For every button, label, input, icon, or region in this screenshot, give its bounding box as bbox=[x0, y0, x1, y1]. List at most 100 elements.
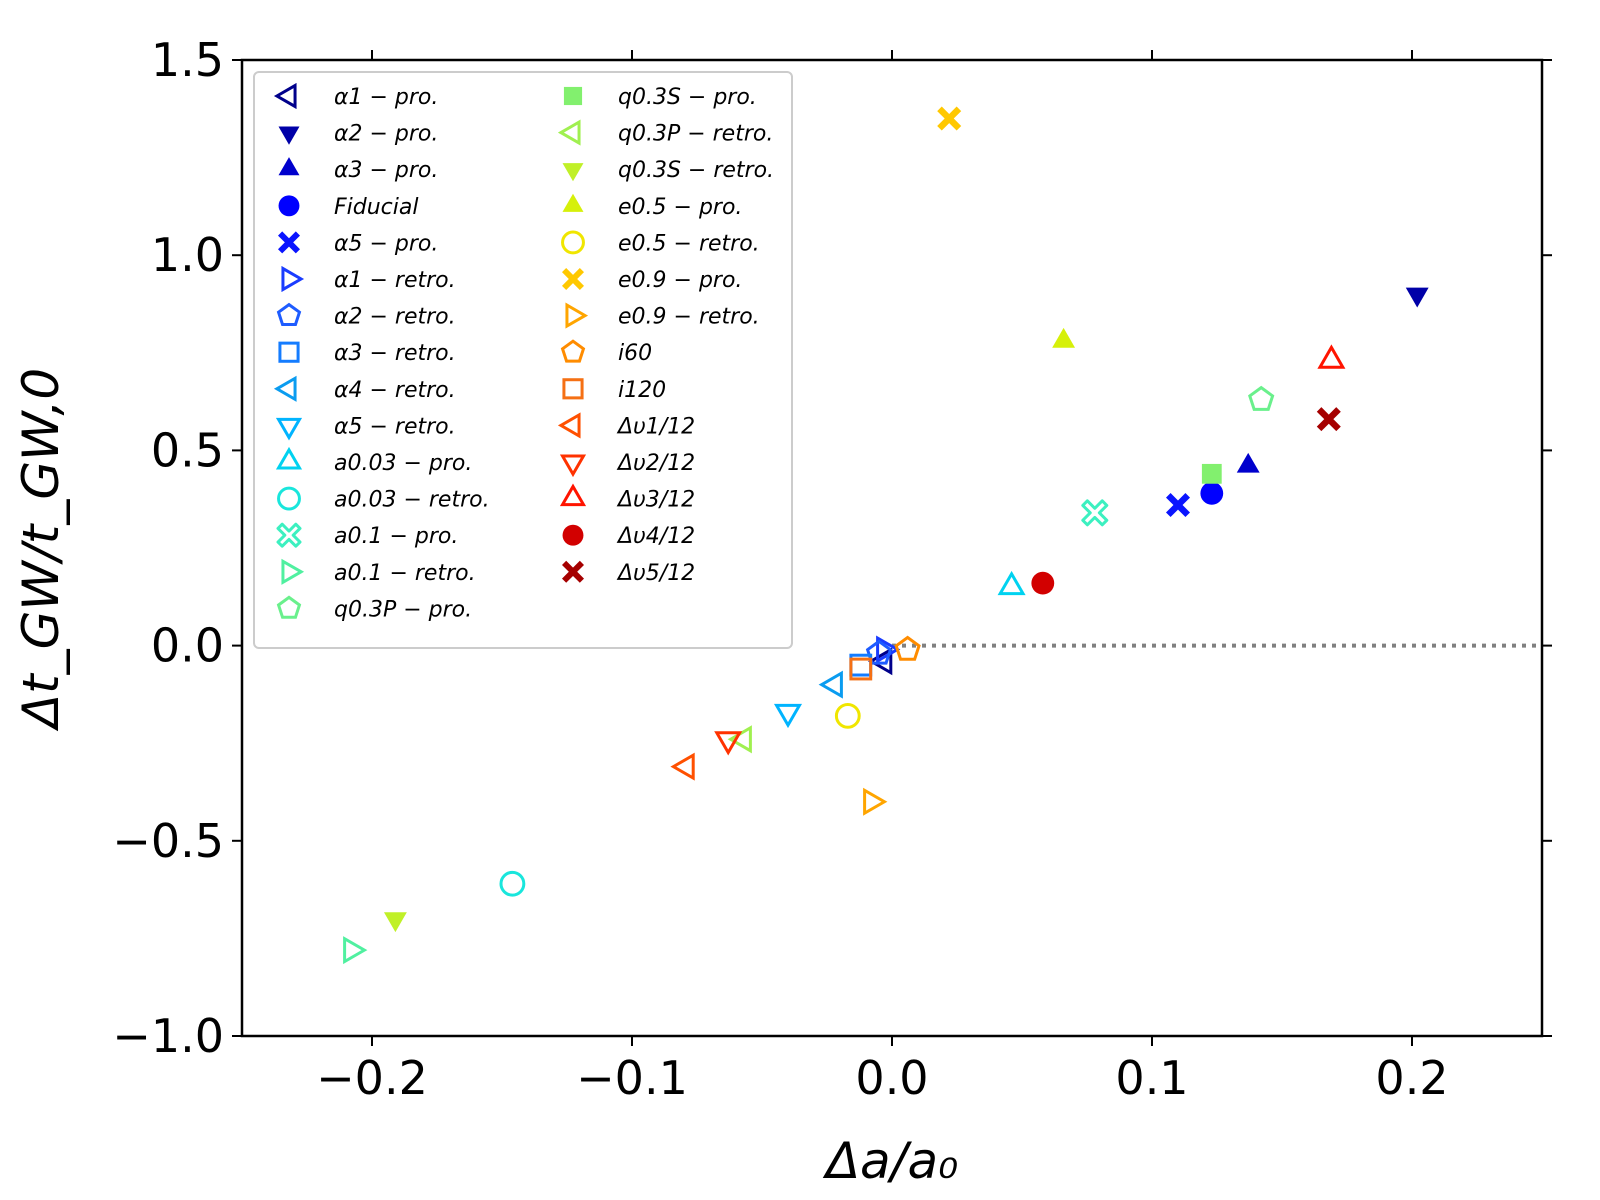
ticks-layer: −0.2 −0.1 0.0 0.1 0.2 −1.0 −0.5 0.0 0.5 1.0 1.5 bbox=[112, 33, 1552, 1105]
legend-label-q0-3s-pro: q0.3S − pro. bbox=[618, 85, 757, 110]
data-point-q0-3s-pro bbox=[1201, 463, 1222, 484]
y-axis-title: Δt_GW/t_GW,0 bbox=[12, 368, 70, 732]
legend-label-i60: i60 bbox=[618, 341, 652, 366]
x-tick-label: −0.2 bbox=[316, 1051, 428, 1105]
legend-label-3-pro: α3 − pro. bbox=[334, 158, 438, 183]
x-tick-label: 0.1 bbox=[1115, 1051, 1188, 1105]
legend-marker-3-12 bbox=[559, 483, 587, 507]
data-point-4-12 bbox=[1031, 571, 1055, 595]
legend-marker-e0-9-pro bbox=[562, 268, 584, 290]
legend-label-5-12: Δυ5/12 bbox=[616, 561, 695, 586]
legend-label-1-12: Δυ1/12 bbox=[616, 414, 695, 439]
legend-marker-q0-3s-pro bbox=[563, 86, 583, 106]
data-point-1-12 bbox=[670, 752, 695, 781]
data-point-e0-5-retro bbox=[834, 702, 861, 729]
y-tick-label: 1.5 bbox=[151, 33, 224, 87]
legend-marker-1-12 bbox=[557, 412, 581, 439]
data-point-1-pro bbox=[867, 647, 893, 676]
legend-marker-a0-1-retro bbox=[281, 558, 305, 585]
legend-marker-e0-9-retro bbox=[565, 302, 589, 329]
legend-label-2-12: Δυ2/12 bbox=[616, 451, 695, 476]
data-point-5-pro bbox=[1166, 493, 1190, 518]
legend-label-2-retro: α2 − retro. bbox=[334, 305, 456, 330]
legend-label-q0-3p-pro: q0.3P − pro. bbox=[334, 597, 472, 622]
legend-marker-fiducial bbox=[278, 195, 300, 217]
legend-marker-4-retro bbox=[273, 375, 297, 402]
legend-marker-1-pro bbox=[273, 82, 297, 110]
legend-marker-q0-3p-retro bbox=[557, 119, 581, 146]
legend-label-3-12: Δυ3/12 bbox=[616, 488, 695, 513]
x-tick-label: −0.1 bbox=[576, 1051, 688, 1105]
legend-marker-q0-3p-pro bbox=[276, 595, 302, 619]
legend-label-a0-03-pro: a0.03 − pro. bbox=[334, 451, 472, 476]
data-point-a0-1-retro bbox=[343, 936, 368, 965]
data-point-a0-03-retro bbox=[499, 870, 526, 897]
legend-marker-2-retro bbox=[276, 302, 302, 327]
legend-label-e0-9-retro: e0.9 − retro. bbox=[618, 305, 760, 330]
data-point-i120 bbox=[849, 657, 873, 681]
legend-marker-e0-5-pro bbox=[562, 193, 584, 212]
data-point-q0-3s-retro bbox=[383, 912, 407, 933]
legend-label-a0-1-retro: a0.1 − retro. bbox=[334, 561, 476, 586]
data-point-e0-5-pro bbox=[1052, 327, 1076, 348]
legend-marker-1-retro bbox=[281, 265, 305, 293]
legend-label-5-retro: α5 − retro. bbox=[334, 414, 456, 439]
x-tick-label: 0.2 bbox=[1375, 1051, 1448, 1105]
data-point-q0-3p-pro bbox=[1248, 385, 1275, 411]
legend-label-1-pro: α1 − pro. bbox=[334, 85, 438, 110]
legend-marker-5-pro bbox=[278, 231, 300, 254]
legend-label-a0-03-retro: a0.03 − retro. bbox=[334, 488, 490, 513]
data-point-2-12 bbox=[714, 731, 743, 756]
data-point-2-pro bbox=[1405, 287, 1429, 308]
plot-frame bbox=[240, 58, 1544, 1038]
legend-label-e0-9-pro: e0.9 − pro. bbox=[618, 268, 742, 293]
legend-label-e0-5-pro: e0.5 − pro. bbox=[618, 195, 742, 220]
data-point-e0-9-retro bbox=[863, 787, 888, 816]
x-axis-title: Δa/a₀ bbox=[822, 1132, 958, 1190]
legend-marker-2-pro bbox=[278, 126, 300, 145]
legend-label-3-retro: α3 − retro. bbox=[334, 341, 456, 366]
data-point-3-pro bbox=[1236, 452, 1260, 473]
legend-marker-a0-03-retro bbox=[277, 486, 301, 511]
data-point-fiducial bbox=[1200, 481, 1224, 505]
legend-marker-4-12 bbox=[562, 524, 584, 546]
x-tick-label: 0.0 bbox=[855, 1051, 928, 1105]
legend-marker-5-12 bbox=[562, 560, 584, 583]
data-point-5-12 bbox=[1316, 407, 1341, 432]
legend-marker-3-pro bbox=[278, 157, 300, 176]
data-point-5-retro bbox=[773, 703, 803, 729]
legend-label-4-12: Δυ4/12 bbox=[616, 524, 695, 549]
legend-label-a0-1-pro: a0.1 − pro. bbox=[334, 524, 458, 549]
data-point-e0-9-pro bbox=[937, 106, 962, 131]
legend-label-1-retro: α1 − retro. bbox=[334, 268, 456, 293]
legend-marker-q0-3s-retro bbox=[562, 163, 584, 182]
legend-marker-i120 bbox=[562, 378, 584, 400]
legend-label-4-retro: α4 − retro. bbox=[334, 378, 456, 403]
legend-marker-e0-5-retro bbox=[561, 230, 585, 255]
legend: α1 − pro. α2 − pro. α3 − pro. Fiducial α5 − … bbox=[253, 71, 793, 649]
legend-marker-5-retro bbox=[275, 417, 303, 441]
legend-label-q0-3s-retro: q0.3S − retro. bbox=[618, 158, 774, 183]
data-point-i60 bbox=[894, 635, 921, 661]
legend-marker-2-12 bbox=[559, 454, 587, 478]
legend-marker-i60 bbox=[560, 339, 586, 363]
y-tick-label: 1.0 bbox=[151, 228, 224, 282]
legend-label-2-pro: α2 − pro. bbox=[334, 122, 438, 147]
legend-marker-a0-1-pro bbox=[276, 522, 302, 548]
y-tick-label: −1.0 bbox=[112, 1009, 224, 1063]
y-tick-label: 0.0 bbox=[151, 619, 224, 673]
y-tick-label: 0.5 bbox=[151, 423, 224, 477]
legend-marker-a0-03-pro bbox=[275, 446, 303, 470]
data-point-2-retro bbox=[865, 639, 893, 665]
legend-label-fiducial: Fiducial bbox=[334, 195, 418, 220]
legend-label-i120: i120 bbox=[618, 378, 666, 403]
legend-label-e0-5-retro: e0.5 − retro. bbox=[618, 231, 760, 256]
legend-box bbox=[253, 71, 793, 649]
data-point-a0-03-pro bbox=[997, 570, 1026, 596]
points-layer bbox=[343, 106, 1429, 965]
legend-label-q0-3p-retro: q0.3P − retro. bbox=[618, 122, 773, 147]
y-tick-label: −0.5 bbox=[112, 814, 224, 868]
legend-marker-3-retro bbox=[278, 341, 300, 363]
data-point-3-12 bbox=[1317, 344, 1346, 369]
